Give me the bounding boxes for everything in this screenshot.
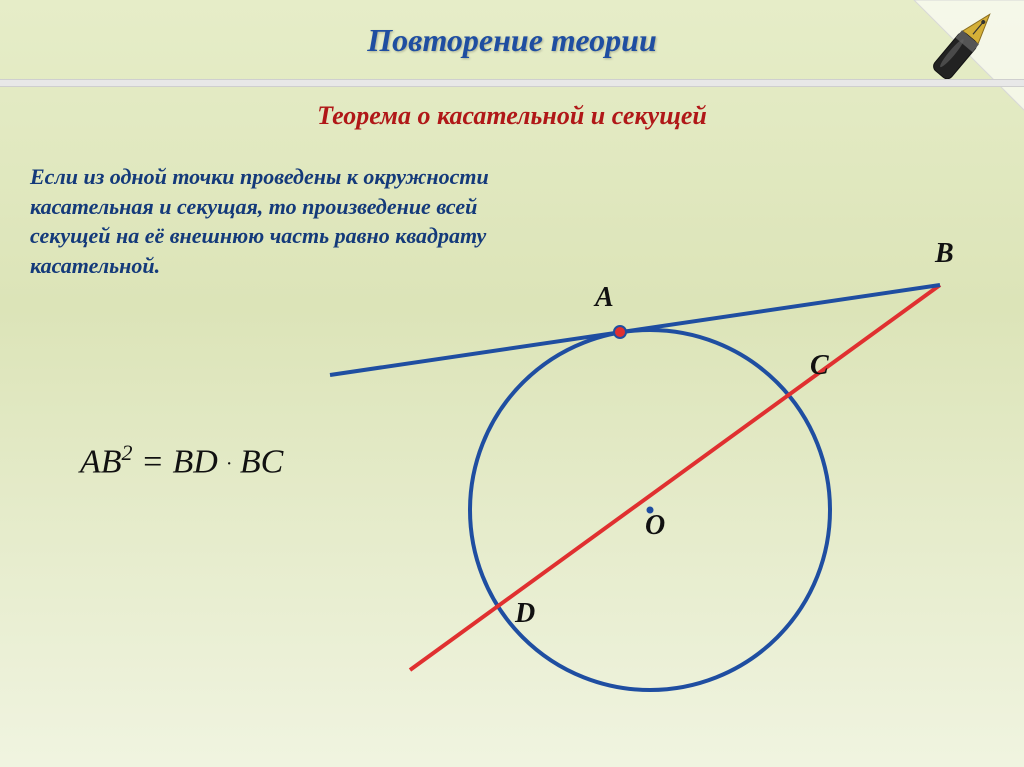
secant-line [410, 285, 940, 670]
formula-lhs-exp: 2 [122, 440, 133, 465]
label-b: B [935, 238, 954, 270]
divider [0, 79, 1024, 87]
formula-rhs2: BC [240, 443, 283, 480]
slide: Повторение теории Теорема о касательной … [0, 0, 1024, 767]
formula-lhs-base: AB [80, 443, 122, 480]
label-o: O [645, 510, 665, 542]
subtitle: Теорема о касательной и секущей [0, 101, 1024, 131]
label-a: A [595, 282, 614, 314]
tangent-line [330, 285, 940, 375]
formula: AB2 = BD · BC [80, 440, 283, 481]
header: Повторение теории Теорема о касательной … [0, 0, 1024, 131]
diagram: A B C D O [320, 190, 1000, 750]
formula-eq: = [141, 443, 164, 480]
label-c: C [810, 350, 829, 382]
formula-dot: · [226, 453, 231, 475]
formula-rhs1: BD [173, 443, 218, 480]
label-d: D [515, 598, 535, 630]
diagram-svg [320, 190, 1000, 750]
page-title: Повторение теории [0, 22, 1024, 59]
point-a [614, 326, 626, 338]
